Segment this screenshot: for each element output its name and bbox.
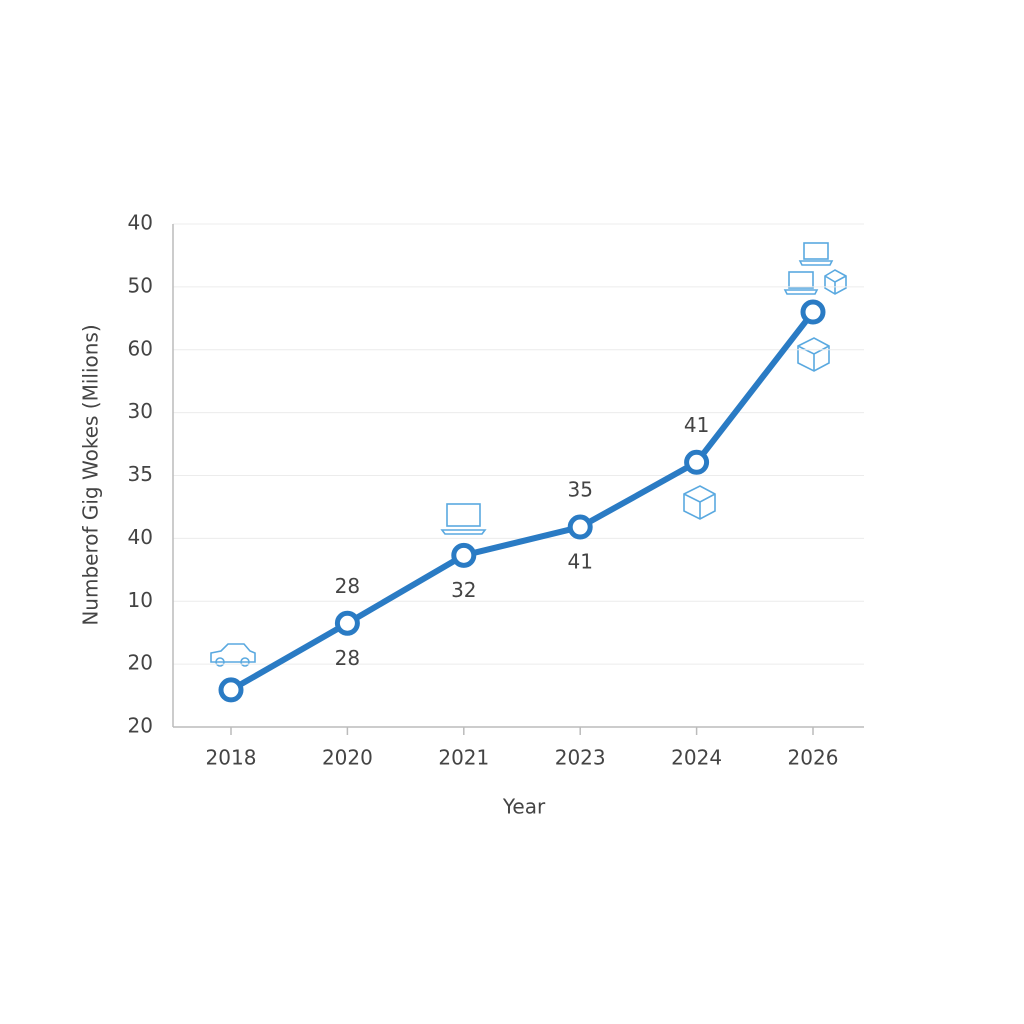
icons	[210, 242, 847, 667]
x-tick-label: 2024	[671, 746, 722, 770]
y-tick-label: 60	[128, 336, 153, 360]
annotation: 41	[684, 413, 709, 437]
laptop-icon	[440, 503, 487, 535]
x-axis-label: Year	[502, 795, 546, 819]
x-tick-label: 2023	[555, 746, 606, 770]
y-tick-label: 35	[128, 462, 153, 486]
car-icon	[210, 643, 256, 667]
x-tick-label: 2020	[322, 746, 373, 770]
point	[567, 514, 593, 540]
box-icon	[683, 485, 716, 520]
annotation: 28	[335, 574, 360, 598]
laptop-icon	[798, 242, 834, 266]
point	[451, 542, 477, 568]
y-tick-label: 10	[128, 588, 153, 612]
y-tick-label: 20	[128, 651, 153, 675]
y-tick-label: 40	[128, 211, 153, 235]
y-tick-label: 50	[128, 273, 153, 297]
annotation: 28	[335, 646, 360, 670]
y-tick-label: 20	[128, 714, 153, 738]
y-axis-label: Numberof Gig Wokes (Milions)	[79, 324, 103, 625]
annotation: 41	[567, 550, 592, 574]
point	[800, 299, 826, 325]
box-icon	[824, 269, 847, 295]
box-icon	[797, 337, 830, 372]
x-tick-label: 2018	[206, 746, 257, 770]
annotation: 32	[451, 578, 476, 602]
y-tick-label: 30	[128, 399, 153, 423]
y-tick-label: 40	[128, 525, 153, 549]
point	[684, 449, 710, 475]
x-tick-label: 2026	[788, 746, 839, 770]
x-tick-label: 2021	[438, 746, 489, 770]
annotation: 35	[567, 478, 592, 502]
laptop-icon	[783, 271, 819, 295]
point	[334, 610, 360, 636]
line	[229, 310, 816, 693]
point	[218, 677, 244, 703]
